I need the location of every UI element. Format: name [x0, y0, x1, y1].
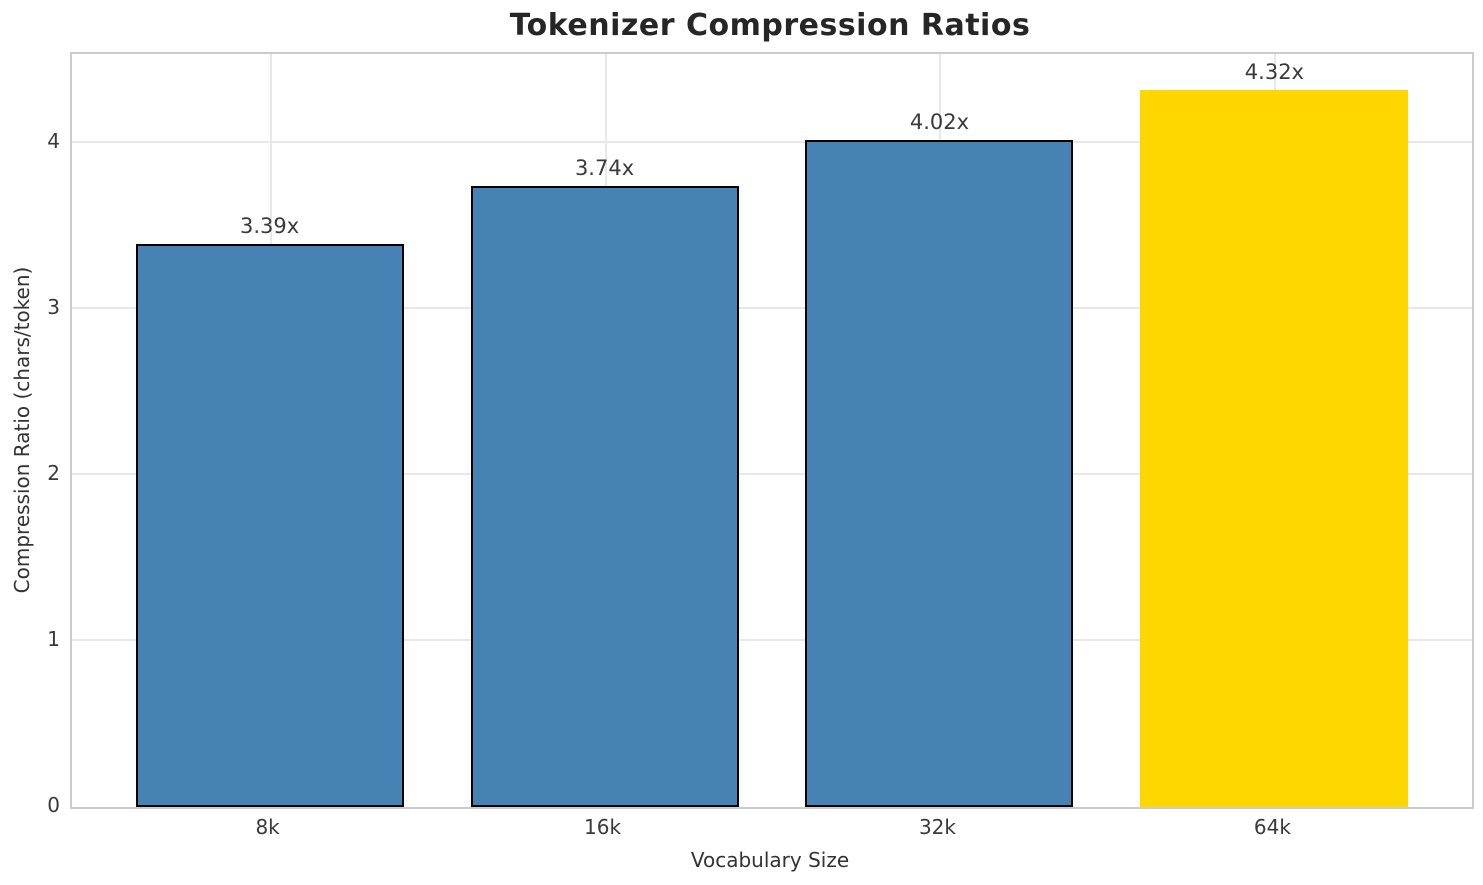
chart-title: Tokenizer Compression Ratios [509, 8, 1031, 43]
bar-value-label-64k: 4.32x [1244, 59, 1304, 84]
plot-area: 3.39x 3.74x 4.02x 4.32x [70, 52, 1474, 809]
gridline-y-4 [72, 140, 1472, 143]
x-tick-label-8k: 8k [255, 815, 280, 839]
x-tick-label-16k: 16k [584, 815, 622, 839]
x-axis-label: Vocabulary Size [690, 848, 850, 872]
gridline-y-2 [72, 473, 1472, 475]
y-tick-label-3: 3 [47, 294, 60, 319]
y-tick-label-1: 1 [47, 626, 60, 651]
y-tick-label-2: 2 [47, 460, 60, 485]
bar-32k [805, 139, 1074, 807]
bar-16k [470, 186, 739, 807]
bar-value-label-16k: 3.74x [574, 156, 635, 181]
y-tick-label-0: 0 [47, 793, 60, 817]
gridline-y-1 [72, 639, 1472, 641]
y-tick-label-4: 4 [47, 128, 60, 153]
x-tick-label-32k: 32k [918, 815, 956, 839]
bar-value-label-32k: 4.02x [909, 109, 970, 134]
x-tick-label-64k: 64k [1253, 815, 1291, 839]
gridline-y-3 [72, 306, 1472, 309]
bar-64k [1140, 89, 1409, 807]
bar-8k [135, 244, 404, 807]
bar-value-label-8k: 3.39x [240, 214, 300, 239]
